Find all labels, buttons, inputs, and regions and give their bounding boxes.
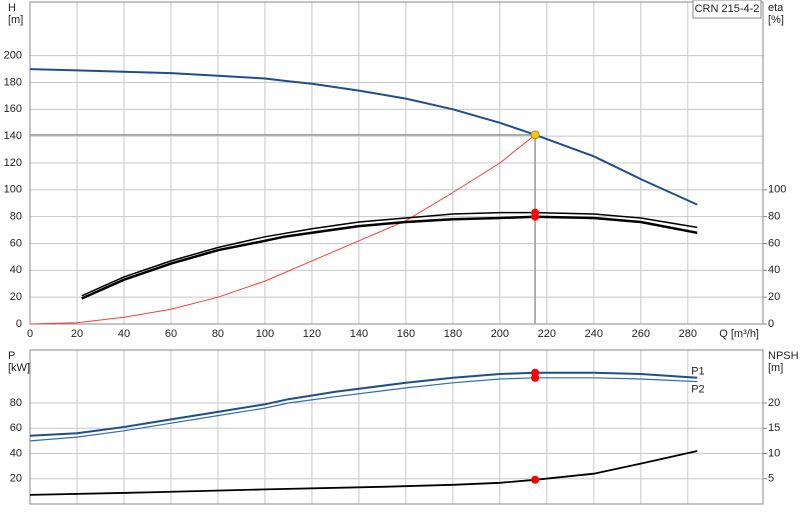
plot-frame xyxy=(29,349,764,505)
y-tick-label: 120 xyxy=(4,157,22,169)
y2-tick-label: 10 xyxy=(768,447,780,459)
y-tick-label: 20 xyxy=(10,291,22,303)
x-tick-label: 140 xyxy=(350,328,368,340)
x-tick-label: 120 xyxy=(303,328,321,340)
x-tick-label: 40 xyxy=(118,328,130,340)
y2-tick-label: 80 xyxy=(768,211,780,223)
x-tick-label: 60 xyxy=(165,328,177,340)
y-axis-label: P xyxy=(8,350,15,362)
x-tick-label: 220 xyxy=(538,328,556,340)
operating-point xyxy=(531,373,540,382)
y2-tick-label: 20 xyxy=(768,397,780,409)
operating-point xyxy=(531,212,540,221)
y-axis-label: [m] xyxy=(8,14,23,26)
x-tick-label: 200 xyxy=(491,328,509,340)
curve xyxy=(81,211,698,297)
y-tick-label: 180 xyxy=(4,76,22,88)
y-axis-label: [kW] xyxy=(8,362,30,374)
x-tick-label: 160 xyxy=(397,328,415,340)
curve xyxy=(29,371,698,437)
y2-tick-label: 100 xyxy=(768,184,786,196)
series-label: P1 xyxy=(691,366,704,378)
y-axis-label: H xyxy=(8,2,16,14)
x-tick-label: 20 xyxy=(71,328,83,340)
y-tick-label: 20 xyxy=(10,473,22,485)
y2-axis-label: NPSH xyxy=(768,350,799,362)
curve xyxy=(29,450,698,496)
y2-tick-label: 5 xyxy=(768,473,774,485)
x-tick-label: 180 xyxy=(444,328,462,340)
x-tick-label: 80 xyxy=(212,328,224,340)
curve xyxy=(29,134,536,325)
operating-point xyxy=(531,475,540,484)
plot-frame xyxy=(29,1,764,325)
x-tick-label: 260 xyxy=(632,328,650,340)
x-tick-label: 100 xyxy=(256,328,274,340)
y2-tick-label: 20 xyxy=(768,291,780,303)
y2-tick-label: 40 xyxy=(768,264,780,276)
y2-tick-label: 15 xyxy=(768,422,780,434)
series-label: P2 xyxy=(691,383,704,395)
operating-point xyxy=(530,130,540,140)
x-tick-label: 280 xyxy=(679,328,697,340)
y-tick-label: 40 xyxy=(10,264,22,276)
curve xyxy=(29,377,698,442)
curve xyxy=(29,68,698,206)
y2-axis-label: eta xyxy=(768,2,784,14)
y-tick-label: 0 xyxy=(16,318,22,330)
y-tick-label: 200 xyxy=(4,50,22,62)
y2-tick-label: 0 xyxy=(768,318,774,330)
y-tick-label: 40 xyxy=(10,447,22,459)
y2-tick-label: 60 xyxy=(768,237,780,249)
curve xyxy=(81,215,698,300)
y-tick-label: 80 xyxy=(10,397,22,409)
y-tick-label: 160 xyxy=(4,103,22,115)
x-tick-label: 240 xyxy=(585,328,603,340)
x-axis-label: Q [m³/h] xyxy=(719,328,759,340)
x-tick-label: 0 xyxy=(27,328,33,340)
annotation: CRN 215-4-2 xyxy=(695,3,760,15)
y-tick-label: 140 xyxy=(4,130,22,142)
y-tick-label: 60 xyxy=(10,422,22,434)
y-tick-label: 100 xyxy=(4,184,22,196)
y2-axis-label: [%] xyxy=(768,14,784,26)
annotation-box xyxy=(692,0,762,19)
y2-axis-label: [m] xyxy=(768,362,783,374)
y-tick-label: 60 xyxy=(10,237,22,249)
y-tick-label: 80 xyxy=(10,211,22,223)
